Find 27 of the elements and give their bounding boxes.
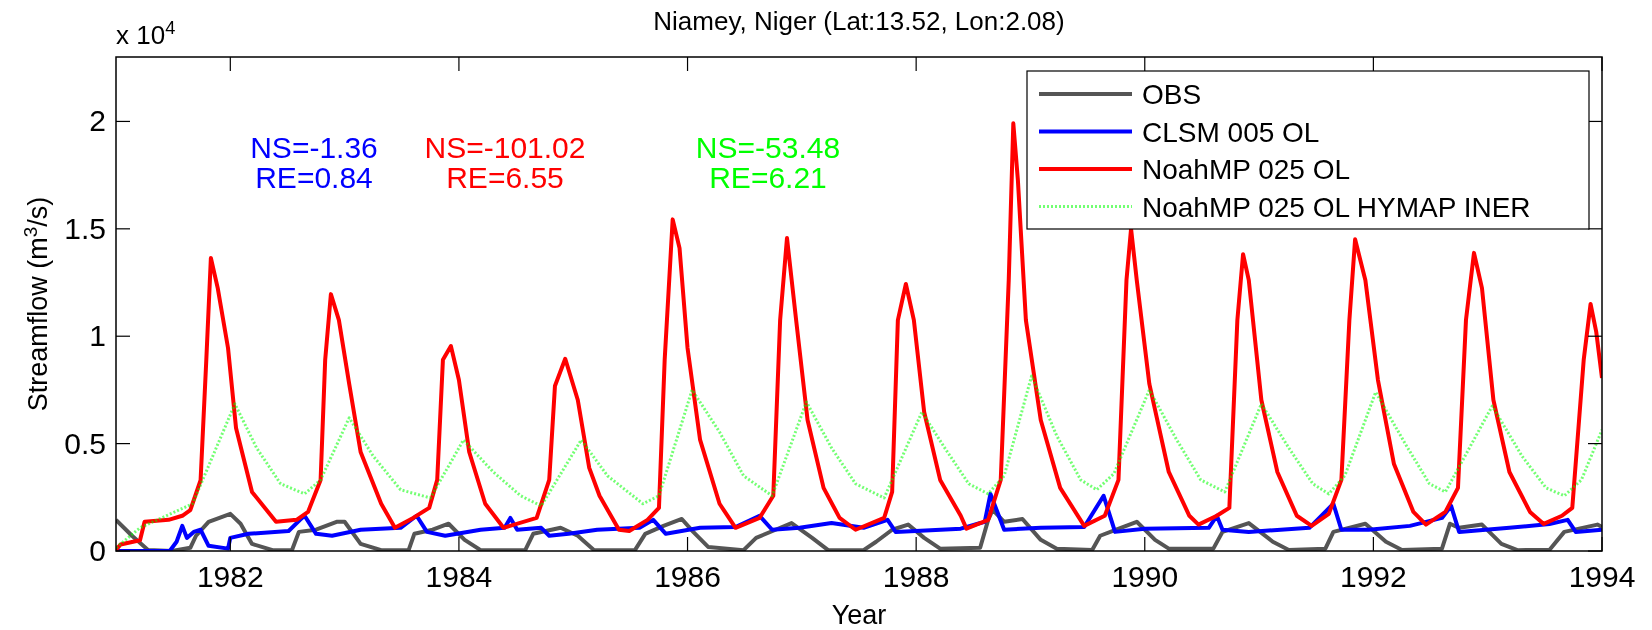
y-tick-label: 1: [89, 319, 106, 353]
line-series: [116, 121, 1602, 551]
legend-label: NoahMP 025 OL: [1142, 154, 1351, 185]
text: x 10$^{4}$: [116, 18, 176, 50]
annotation: NS=-1.36: [250, 131, 378, 164]
x-tick-label: 1994: [1568, 560, 1636, 593]
y-tick-label: 0.5: [64, 426, 106, 460]
legend-label: NoahMP 025 OL HYMAP INER: [1142, 191, 1531, 223]
x-tick-label: 1990: [1111, 560, 1179, 593]
legend-label: OBS: [1142, 79, 1202, 110]
annotation: RE=6.21: [709, 161, 827, 194]
annotation: NS=-101.02: [424, 131, 586, 164]
annotation: RE=0.84: [255, 161, 373, 194]
x-axis-title: Year: [831, 600, 887, 630]
y-tick-label: 1.5: [64, 211, 106, 245]
x-tick-label: 1984: [425, 560, 493, 593]
x-tick-label: 1986: [654, 560, 721, 593]
y-tick-label: 0: [89, 534, 106, 567]
annotation: NS=-53.48: [695, 131, 841, 164]
line-series: [116, 507, 1602, 551]
legend-label: CLSM 005 OL: [1142, 116, 1320, 148]
x-tick-label: 1992: [1340, 560, 1407, 593]
annotation: RE=6.55: [446, 161, 564, 194]
chart-title: Niamey, Niger (Lat:13.52, Lon:2.08): [653, 6, 1065, 36]
y-tick-label: 2: [89, 104, 106, 138]
x-tick-label: 1982: [196, 560, 264, 593]
x-tick-label: 1988: [882, 560, 950, 593]
